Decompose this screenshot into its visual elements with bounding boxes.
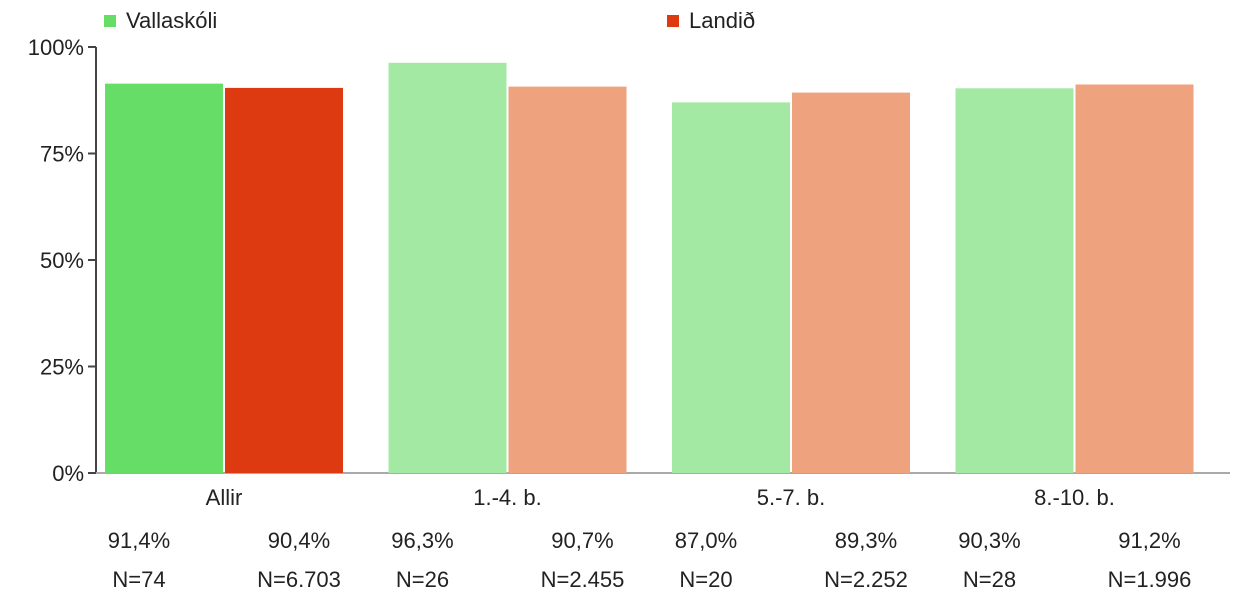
y-tick-label: 75% [40,142,84,167]
legend-item-landid: Landið [667,8,755,34]
legend-item-vallaskoli: Vallaskóli [104,8,217,34]
legend-label-vallaskoli: Vallaskóli [126,8,218,33]
data-label: 89,3% [835,528,897,553]
y-tick-label: 50% [40,248,84,273]
bar-landid [225,87,343,474]
n-label: N=28 [963,567,1016,592]
y-tick-label: 0% [52,461,84,486]
x-tick-label: 1.-4. b. [473,485,541,510]
n-label: N=74 [112,567,165,592]
bar-landid [1075,84,1194,473]
bar-vallaskoli [105,83,223,474]
data-label: 87,0% [675,528,737,553]
n-label: N=26 [396,567,449,592]
y-tick-label: 25% [40,355,84,380]
data-label: 90,4% [268,528,330,553]
bar-vallaskoli [672,102,790,473]
bar-landid [508,86,627,474]
data-label: 90,3% [958,528,1020,553]
n-label: N=2.252 [824,567,908,592]
y-tick-label: 100% [28,35,84,60]
x-tick-label: 8.-10. b. [1034,485,1115,510]
data-label: 91,4% [108,528,170,553]
bar-landid [792,92,910,473]
data-label: 91,2% [1118,528,1180,553]
x-tick-label: Allir [206,485,243,510]
legend-label-landid: Landið [689,8,756,33]
legend-swatch-landid [667,15,679,27]
x-tick-label: 5.-7. b. [757,485,825,510]
n-label: N=6.703 [257,567,341,592]
n-label: N=2.455 [541,567,625,592]
bar-vallaskoli [388,62,507,474]
n-label: N=1.996 [1108,567,1192,592]
data-label: 90,7% [551,528,613,553]
n-label: N=20 [679,567,732,592]
legend-swatch-vallaskoli [104,15,116,27]
bar-vallaskoli [955,88,1074,474]
data-label: 96,3% [391,528,453,553]
